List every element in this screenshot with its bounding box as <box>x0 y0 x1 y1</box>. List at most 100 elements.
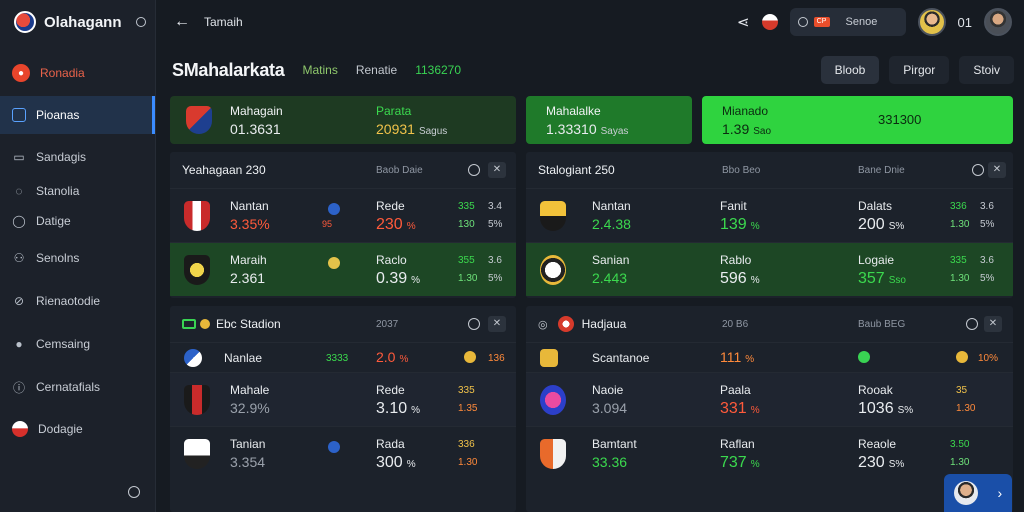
panel-title: Stalogiant 250 <box>538 163 615 177</box>
table-row[interactable]: Nanlae 3333 2.0% 136 <box>170 342 516 372</box>
avatar[interactable] <box>917 8 946 36</box>
odds-1[interactable]: 336 <box>458 439 475 450</box>
search-pill[interactable]: CP Senoe <box>789 8 906 36</box>
stoiv-button[interactable]: Stoiv <box>959 56 1014 84</box>
section-header: SMahalarkata Matins Renatie 1136270 Bloo… <box>172 56 1014 84</box>
close-icon[interactable]: ✕ <box>488 316 506 332</box>
sidebar-item-label: Cernatafials <box>36 380 101 394</box>
sidebar-item-cemsaing[interactable]: ● Cemsaing <box>0 322 155 366</box>
sidebar-item-pioanas[interactable]: Pioanas <box>0 96 155 134</box>
table-row[interactable]: Nantan 2.4.38 Fanit 139% Dalats 200 S% 33… <box>526 188 1013 242</box>
sidebar-item-rienaotodie[interactable]: ⊘ Rienaotodie <box>0 280 155 322</box>
team-crest-icon <box>184 201 210 231</box>
sidebar-item-label: Senolns <box>36 251 80 265</box>
table-row[interactable]: Scantanoe 111% 10% <box>526 342 1013 372</box>
odds-1[interactable]: 35 <box>956 385 968 396</box>
sidebar-item-cernatafials[interactable]: ⓘ Cernatafials <box>0 366 155 408</box>
stat-value: 139% <box>720 216 760 233</box>
stat-name: Rede <box>376 383 405 397</box>
bloob-button[interactable]: Bloob <box>820 56 880 84</box>
odds-4[interactable]: 5% <box>488 219 503 230</box>
odds-3[interactable]: 3.6 <box>980 201 994 212</box>
section-filter-matins[interactable]: Matins <box>302 63 338 77</box>
table-row[interactable]: Tanian 3.354 Rada 300% 336 1.30 <box>170 426 516 480</box>
brand[interactable]: Olahagann <box>0 0 155 44</box>
pin-icon[interactable] <box>972 164 984 176</box>
odds-2[interactable]: 1.30 <box>950 273 970 284</box>
table-row[interactable]: Nantan 3.35% 95 Rede 230% 335 130 3.4 5% <box>170 188 516 242</box>
stat-name: Paala <box>720 383 751 397</box>
profile-avatar[interactable] <box>984 8 1012 36</box>
odds-2[interactable]: 1.30 <box>950 457 970 468</box>
sidebar-item-ronadia[interactable]: ● Ronadia <box>0 54 155 92</box>
odds-3[interactable]: 3.6 <box>488 255 502 266</box>
table-row[interactable]: Mahale 32.9% Rede 3.10% 335 1.35 <box>170 372 516 426</box>
odds-1[interactable]: 136 <box>488 353 505 364</box>
odds-2[interactable]: 1.35 <box>458 403 478 414</box>
pin-icon[interactable] <box>468 318 480 330</box>
stat-value-3: 1036 S% <box>858 400 914 417</box>
settings-dot-icon[interactable] <box>135 17 146 27</box>
close-icon[interactable]: ✕ <box>988 162 1006 178</box>
sidebar-item-datige[interactable]: ◯ Datige <box>0 206 155 236</box>
section-buttons: Bloob Pirgor Stoiv <box>820 56 1014 84</box>
sidebar-collapse-icon[interactable] <box>128 486 140 498</box>
odds-4[interactable]: 5% <box>980 219 995 230</box>
pirgor-button[interactable]: Pirgor <box>889 56 950 84</box>
team-name: Scantanoe <box>592 351 650 365</box>
odds-1[interactable]: 335 <box>458 385 475 396</box>
odds-1[interactable]: 336 <box>950 201 967 212</box>
odds-1[interactable]: 355 <box>458 255 475 266</box>
tag-icon: ⊘ <box>13 294 25 308</box>
summary-card-mianado[interactable]: Mianado 1.39 Sao 331300 <box>702 96 1013 144</box>
table-row[interactable]: Sanian 2.443 Rablo 596% Logaie 357 Sso 33… <box>526 242 1013 296</box>
pin-icon[interactable] <box>966 318 978 330</box>
stat-value: 230% <box>376 216 416 233</box>
square-icon <box>12 108 26 122</box>
odds-1[interactable]: 10% <box>978 353 999 364</box>
table-row[interactable]: Bamtant 33.36 Raflan 737% Reaole 230 S% 3… <box>526 426 1013 480</box>
pin-icon[interactable] <box>468 164 480 176</box>
odds-4[interactable]: 5% <box>488 273 503 284</box>
summary-card-mahagain[interactable]: Mahagain 01.3631 Parata 20931 Sagus <box>170 96 516 144</box>
region-badge-icon[interactable] <box>761 14 778 30</box>
odds-1[interactable]: 3.50 <box>950 439 970 450</box>
odds-3[interactable]: 3.4 <box>488 201 502 212</box>
sidebar-item-dodagie[interactable]: Dodagie <box>0 408 155 450</box>
odds-2[interactable]: 130 <box>458 219 475 230</box>
odds-2[interactable]: 1.30 <box>458 273 478 284</box>
close-icon[interactable]: ✕ <box>488 162 506 178</box>
odds-3[interactable]: 3.6 <box>980 255 994 266</box>
odds-2[interactable]: 1.30 <box>950 219 970 230</box>
stat-name: Fanit <box>720 199 747 213</box>
support-chat-button[interactable]: › <box>944 474 1012 512</box>
team-value: 2.443 <box>592 270 628 286</box>
card-extra-value: 20931 Sagus <box>376 121 448 137</box>
share-icon[interactable]: ⋖ <box>736 14 750 31</box>
stat-name: Rede <box>376 199 405 213</box>
sidebar-item-sandagis[interactable]: ▭ Sandagis <box>0 138 155 176</box>
odds-1[interactable]: 335 <box>950 255 967 266</box>
table-row[interactable]: Maraih 2.361 Raclo 0.39% 355 1.30 3.6 5% <box>170 242 516 296</box>
odds-2[interactable]: 1.30 <box>956 403 976 414</box>
odds-2[interactable]: 1.30 <box>458 457 478 468</box>
back-arrow-icon[interactable]: ← <box>174 13 190 30</box>
stat-name: Raclo <box>376 253 407 267</box>
sidebar-item-stanolia[interactable]: ◌ Stanolia <box>0 176 155 206</box>
table-row[interactable]: Naoie 3.094 Paala 331% Rooak 1036 S% 35 1… <box>526 372 1013 426</box>
clipboard-icon: ▭ <box>13 150 25 164</box>
stat-name: Rablo <box>720 253 752 267</box>
odds-4[interactable]: 5% <box>980 273 995 284</box>
team-value: 3.35% <box>230 216 270 232</box>
sidebar-item-senolns[interactable]: ⚇ Senolns <box>0 236 155 280</box>
team-name: Bamtant <box>592 437 637 451</box>
summary-card-mahalalke[interactable]: Mahalalke 1.33310 Sayas <box>526 96 692 144</box>
team-value: 32.9% <box>230 400 270 416</box>
match-panel-stalogiant: Stalogiant 250 Bbo Beo Bane Dnie ✕ Nanta… <box>526 152 1013 298</box>
card-title: Mahalalke <box>546 104 601 118</box>
panel-muted-2: Baub BEG <box>858 318 906 330</box>
close-icon[interactable]: ✕ <box>984 316 1002 332</box>
odds-1[interactable]: 335 <box>458 201 475 212</box>
section-filter-renatie[interactable]: Renatie <box>355 63 398 77</box>
match-panel-ebc-stadion: Ebc Stadion 2037 ✕ Nanlae 3333 2.0% 136 … <box>170 306 516 512</box>
